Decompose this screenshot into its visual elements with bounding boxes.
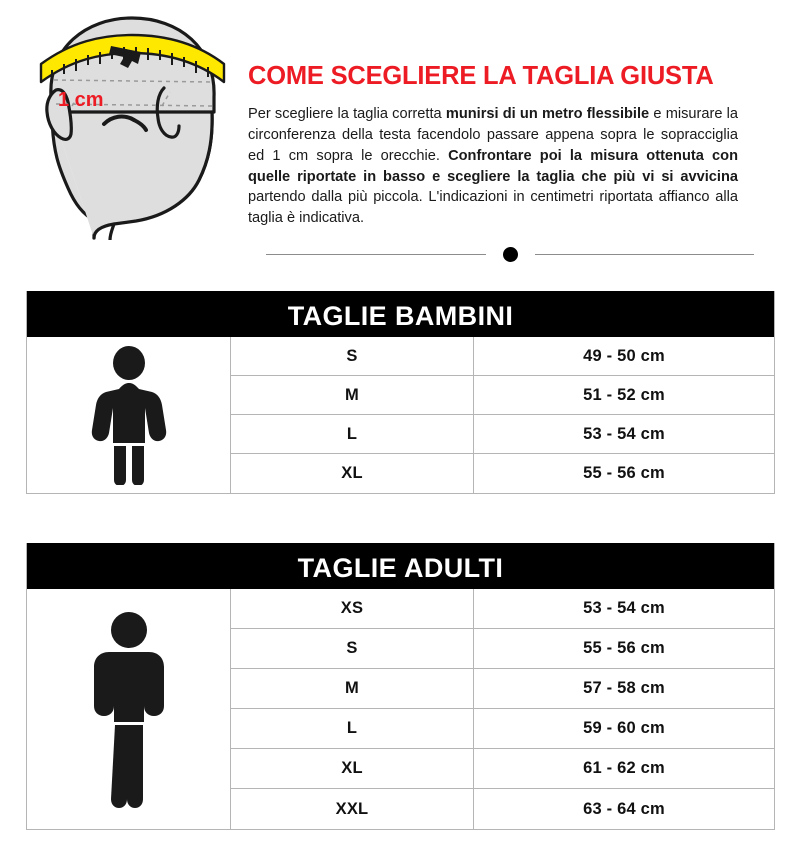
table-row: L 59 - 60 cm	[231, 709, 774, 749]
kids-rows: S 49 - 50 cm M 51 - 52 cm L 53 - 54 cm X…	[231, 337, 774, 493]
table-row: S 49 - 50 cm	[231, 337, 774, 376]
page-title: COME SCEGLIERE LA TAGLIA GIUSTA	[248, 62, 714, 90]
adults-table-title: TAGLIE ADULTI	[27, 543, 774, 589]
adults-measure-2: 57 - 58 cm	[583, 679, 665, 697]
head-profile-icon: 1 cm	[39, 16, 226, 240]
kids-table-title: TAGLIE BAMBINI	[27, 291, 774, 337]
adults-measure-4: 61 - 62 cm	[583, 759, 665, 777]
table-row: XS 53 - 54 cm	[231, 589, 774, 629]
adults-size-0: XS	[231, 589, 474, 628]
paragraph-seg-3: partendo dalla più piccola. L'indicazion…	[248, 189, 738, 227]
adults-size-table: TAGLIE ADULTI XS 53 - 54 cm	[26, 543, 775, 830]
kids-size-2: L	[231, 415, 474, 453]
paragraph-seg-1: Per scegliere la taglia corretta	[248, 106, 446, 123]
adults-size-4: XL	[231, 749, 474, 788]
adults-measure-0: 53 - 54 cm	[583, 599, 665, 617]
kids-measure-3: 55 - 56 cm	[583, 464, 665, 482]
adults-figure-cell	[27, 589, 231, 829]
table-row: M 57 - 58 cm	[231, 669, 774, 709]
intro-section: 1 cm COME SCEGLIERE LA TAGLIA GIUSTA Per…	[0, 0, 800, 282]
kids-measure-0: 49 - 50 cm	[583, 346, 665, 365]
divider-line-right	[534, 254, 754, 255]
kids-size-table: TAGLIE BAMBINI S 49 - 50 cm	[26, 291, 775, 494]
adults-size-5: XXL	[231, 789, 474, 829]
divider-line-left	[266, 254, 486, 255]
adults-measure-5: 63 - 64 cm	[583, 799, 665, 818]
kids-size-1: M	[231, 376, 474, 414]
table-row: XL 55 - 56 cm	[231, 454, 774, 493]
paragraph-bold-2: Confrontare poi la misura ottenuta con q…	[248, 147, 738, 185]
intro-paragraph: Per scegliere la taglia corretta munirsi…	[248, 104, 738, 229]
adults-size-3: L	[231, 709, 474, 748]
measuring-tape-icon	[39, 33, 226, 84]
child-pictogram-icon	[91, 346, 166, 485]
intro-text-block: COME SCEGLIERE LA TAGLIA GIUSTA Per sceg…	[248, 0, 800, 229]
table-row: XXL 63 - 64 cm	[231, 789, 774, 829]
paragraph-seg-2: e misurare la circonferenza della testa …	[248, 106, 739, 164]
kids-size-0: S	[231, 337, 474, 375]
divider-dot	[502, 247, 518, 262]
adults-size-2: M	[231, 669, 474, 708]
tape-measure-label: 1 cm	[58, 89, 104, 111]
section-divider	[266, 247, 754, 262]
adults-size-1: S	[231, 629, 474, 668]
adults-rows: XS 53 - 54 cm S 55 - 56 cm M 57 - 58 cm …	[231, 589, 774, 829]
adults-table-body: XS 53 - 54 cm S 55 - 56 cm M 57 - 58 cm …	[27, 589, 774, 829]
paragraph-bold-1: munirsi di un metro flessibile	[445, 106, 650, 123]
table-row: M 51 - 52 cm	[231, 376, 774, 415]
table-row: S 55 - 56 cm	[231, 629, 774, 669]
kids-size-3: XL	[231, 454, 474, 493]
kids-measure-2: 53 - 54 cm	[583, 424, 665, 443]
adults-measure-3: 59 - 60 cm	[583, 719, 665, 737]
adults-measure-1: 55 - 56 cm	[583, 639, 665, 657]
kids-figure-cell	[27, 337, 231, 493]
head-measurement-illustration: 1 cm	[0, 0, 248, 240]
kids-measure-1: 51 - 52 cm	[583, 385, 665, 404]
table-row: XL 61 - 62 cm	[231, 749, 774, 789]
adult-pictogram-icon	[93, 612, 164, 808]
table-row: L 53 - 54 cm	[231, 415, 774, 454]
kids-table-body: S 49 - 50 cm M 51 - 52 cm L 53 - 54 cm X…	[27, 337, 774, 493]
